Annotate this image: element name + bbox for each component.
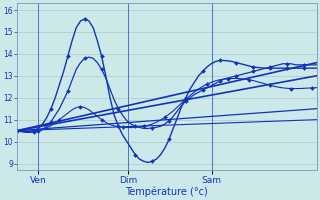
X-axis label: Température (°c): Température (°c) — [125, 186, 208, 197]
